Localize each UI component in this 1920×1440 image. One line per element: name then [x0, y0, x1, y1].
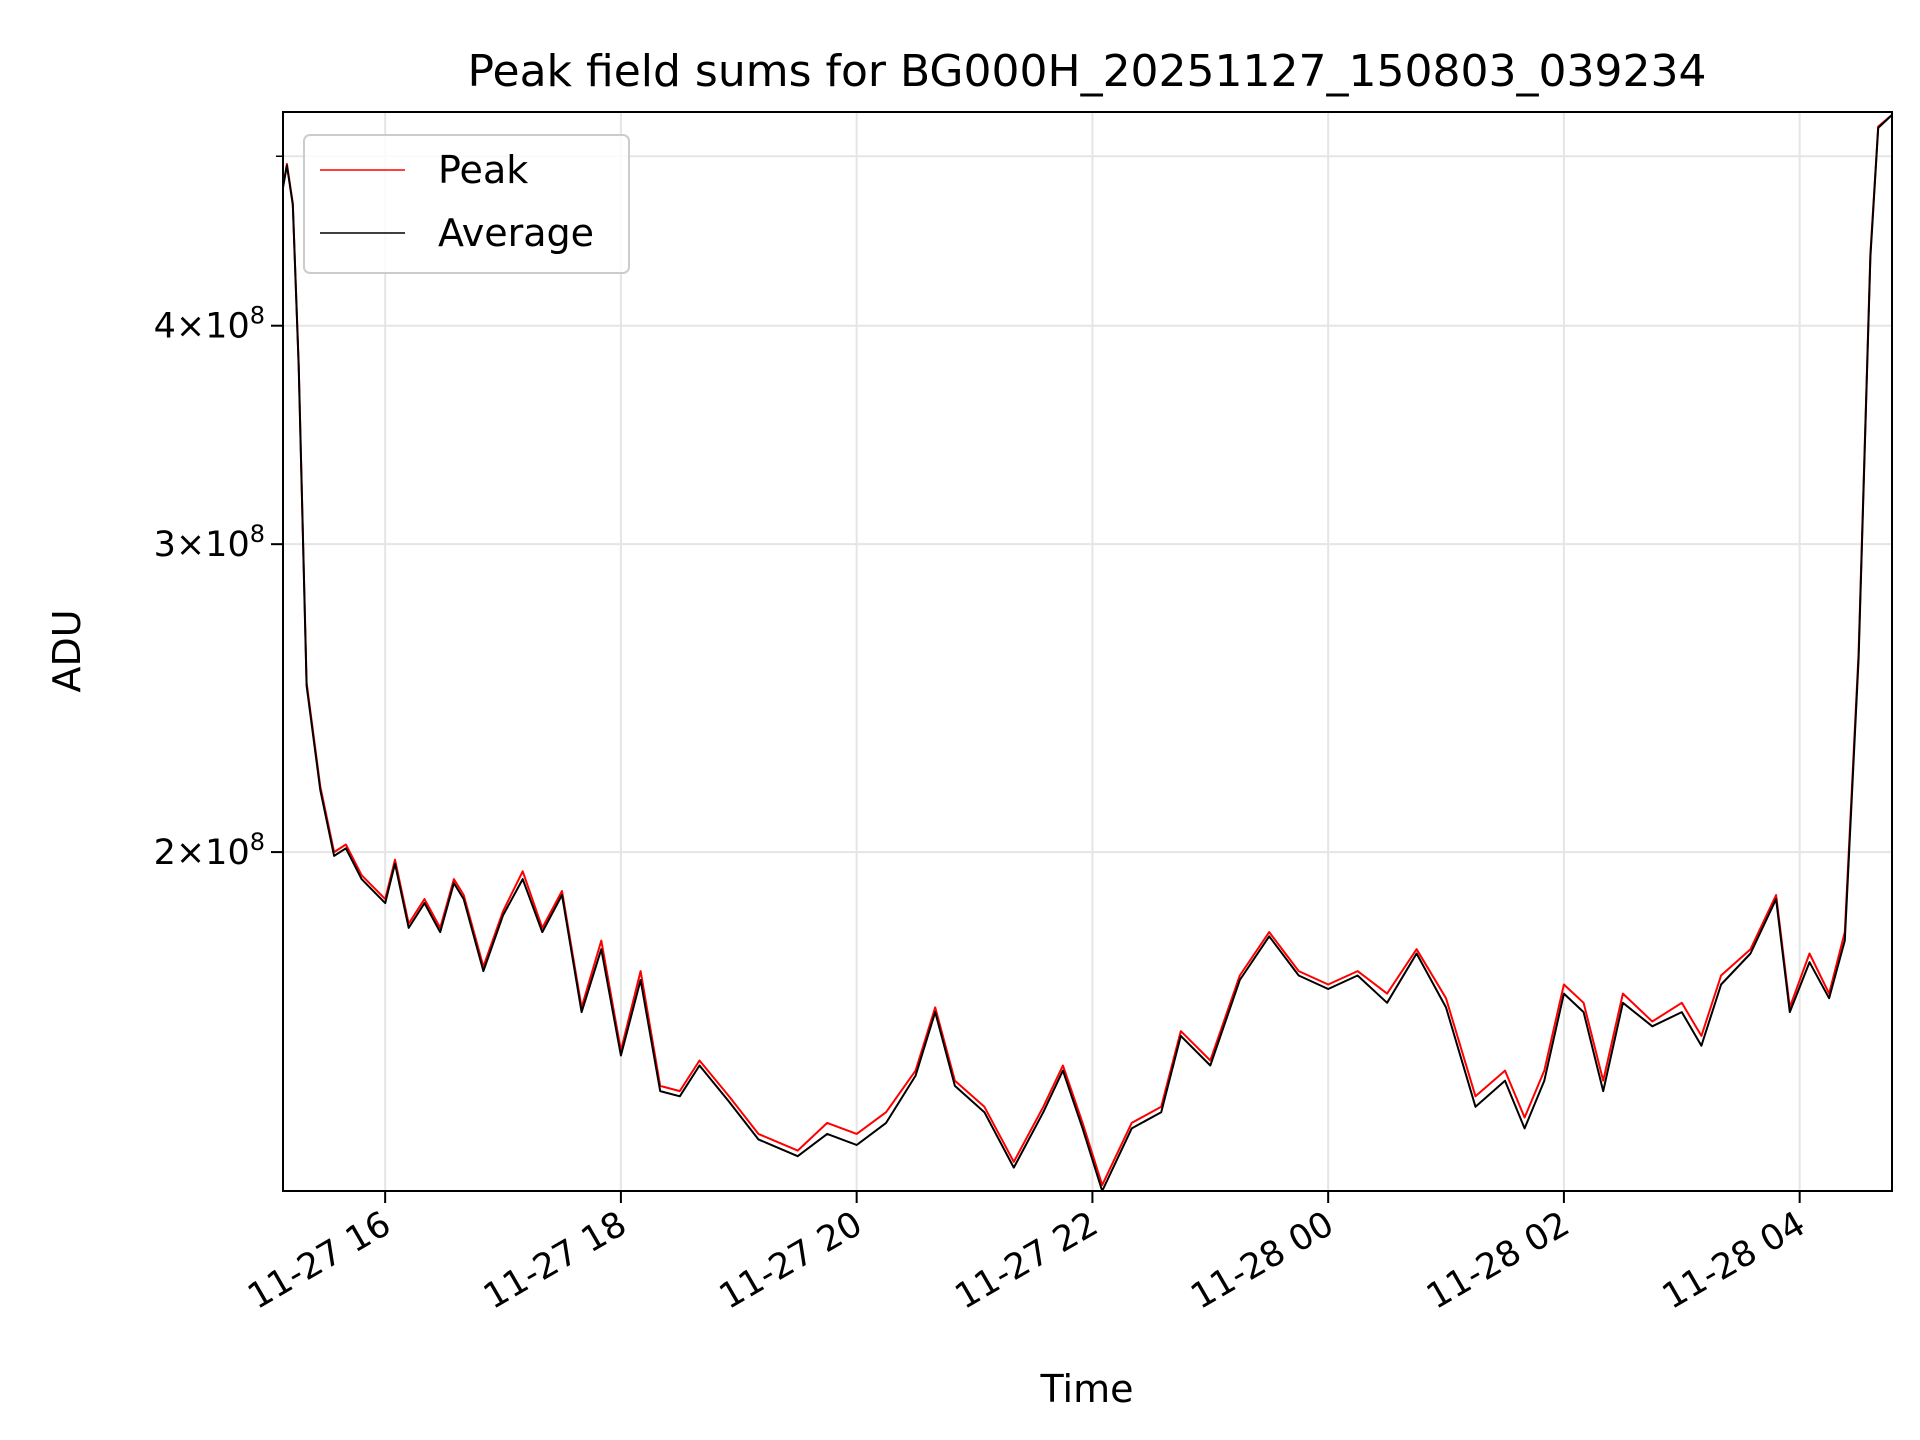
- y-tick-label: 2×108: [154, 828, 265, 873]
- legend-label-peak: Peak: [438, 148, 528, 192]
- x-axis-label: Time: [1040, 1367, 1134, 1411]
- series-line-peak: [282, 114, 1893, 1187]
- series-lines: [282, 114, 1893, 1192]
- legend: Peak Average: [303, 134, 630, 274]
- chart-title: Peak field sums for BG000H_20251127_1508…: [468, 46, 1707, 97]
- y-tick-label: 3×108: [154, 520, 265, 565]
- plot-frame: [282, 111, 1893, 1192]
- y-axis-label: ADU: [45, 609, 89, 692]
- series-line-average: [282, 114, 1893, 1192]
- y-axis-ticks: 2×108 3×108 4×108: [154, 155, 283, 873]
- y-tick-label: 4×108: [154, 302, 265, 347]
- legend-label-average: Average: [438, 211, 594, 255]
